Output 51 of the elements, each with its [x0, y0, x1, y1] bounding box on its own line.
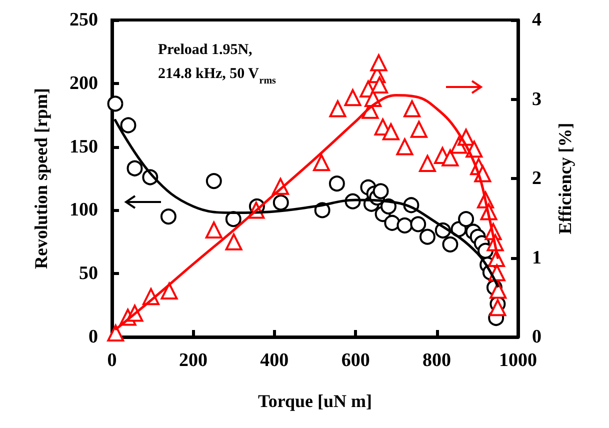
y2-tick-label: 2	[532, 168, 542, 189]
x-tick-label: 800	[422, 350, 452, 371]
y-tick-label: 50	[79, 263, 98, 284]
point	[312, 154, 330, 172]
point	[160, 282, 178, 300]
point	[442, 236, 458, 252]
point	[225, 233, 242, 250]
point	[120, 117, 136, 134]
point	[370, 54, 388, 72]
point	[410, 120, 428, 138]
point	[382, 123, 400, 140]
y2-axis-title: Efficiency [%]	[555, 122, 575, 234]
y2-tick-label: 1	[532, 247, 542, 268]
y-axis-title: Revolution speed [rpm]	[31, 88, 51, 269]
y2-tick-label: 3	[532, 88, 542, 110]
point	[384, 214, 400, 231]
point	[458, 211, 474, 228]
point	[418, 154, 436, 172]
point	[160, 208, 176, 225]
point	[205, 222, 222, 239]
point	[442, 149, 459, 166]
point	[396, 138, 414, 156]
point	[489, 299, 506, 316]
point	[371, 76, 388, 94]
y2-tick-label: 4	[532, 10, 542, 30]
x-tick-label: 600	[341, 350, 370, 371]
point	[126, 160, 143, 176]
point	[107, 96, 124, 112]
point	[329, 100, 346, 118]
x-tick-label: 1000	[499, 350, 537, 371]
x-tick-label: 400	[260, 350, 289, 371]
point	[272, 194, 289, 211]
x-axis-title: Torque [uN m]	[258, 391, 372, 411]
point	[206, 173, 222, 190]
x-tick-label: 0	[107, 350, 117, 371]
point	[419, 228, 436, 245]
point	[107, 324, 124, 342]
point	[372, 183, 389, 200]
point	[490, 282, 507, 299]
y-tick-label: 250	[70, 10, 98, 30]
point	[344, 89, 362, 106]
y-tick-label: 0	[88, 326, 98, 348]
y-tick-label: 100	[70, 200, 98, 221]
point	[328, 176, 345, 192]
point	[410, 216, 426, 232]
y2-tick-label: 0	[532, 326, 542, 348]
y-tick-label: 200	[70, 72, 98, 94]
y-tick-label: 150	[70, 136, 98, 158]
point	[404, 100, 421, 118]
point	[396, 217, 413, 234]
x-tick-label: 200	[178, 350, 208, 371]
